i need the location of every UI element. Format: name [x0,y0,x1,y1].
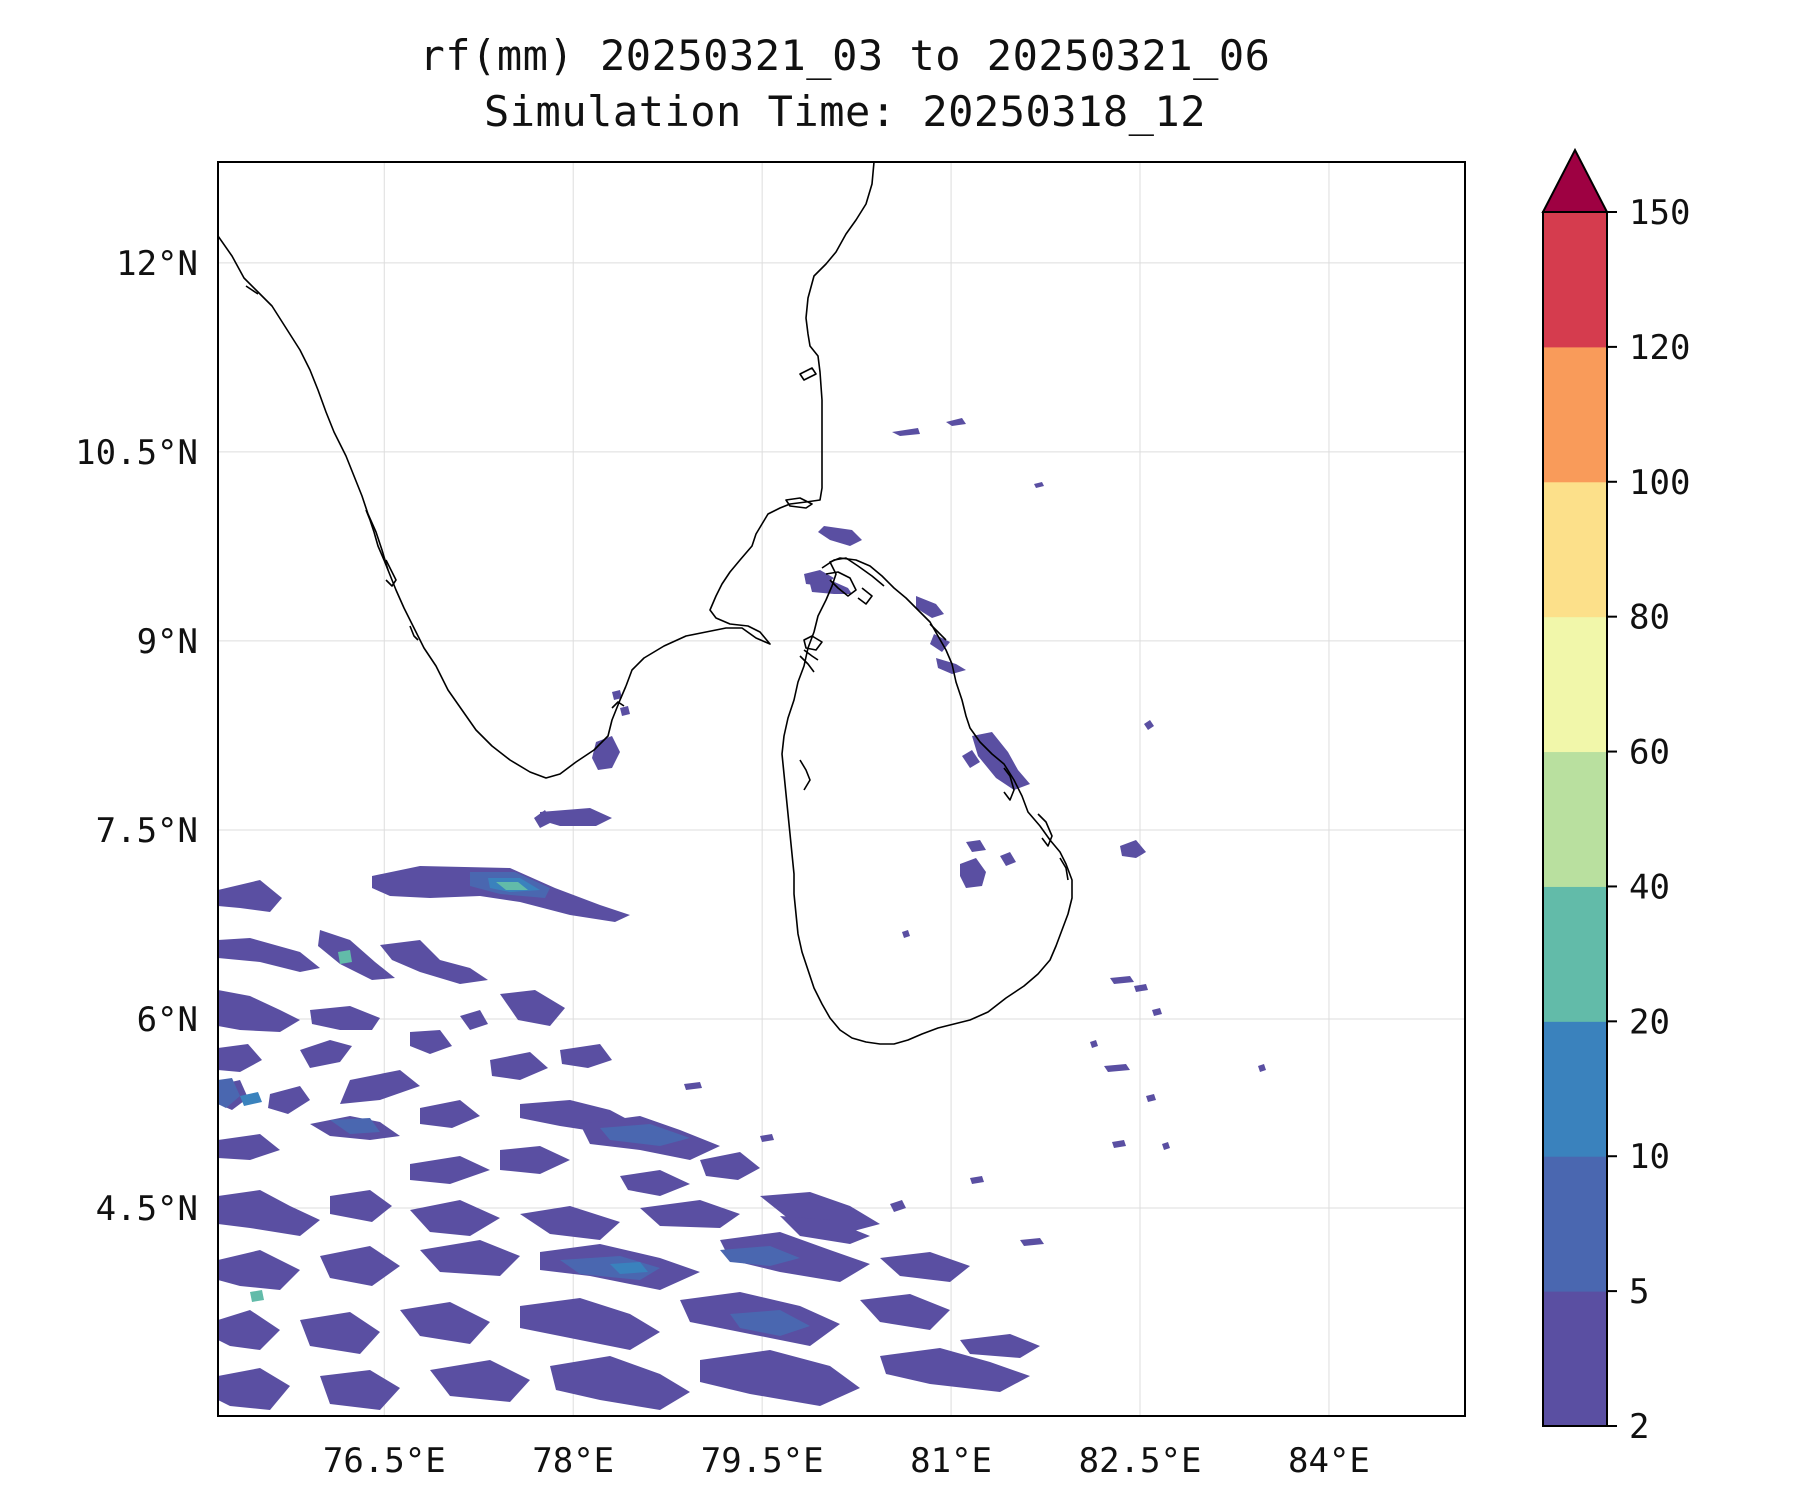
sri-lanka-coast [781,557,1073,1045]
lat-tick-label: 10.5°N [75,433,198,473]
lat-tick-label: 9°N [137,622,198,662]
palk-strait-islands [611,367,817,709]
colorbar-segment [1543,1021,1607,1157]
lon-tick-label: 81°E [910,1441,992,1481]
lat-tick-label: 12°N [116,244,198,284]
lon-tick-label: 79.5°E [701,1441,824,1481]
rain-band-20-40 [250,882,528,1302]
colorbar-extend-arrow [1541,147,1609,213]
sri-lanka-east-lagoons [1003,767,1069,881]
colorbar-segment [1543,212,1607,348]
lon-tick-label: 78°E [532,1441,614,1481]
gridlines [218,162,1465,1416]
colorbar-tick-label: 10 [1629,1137,1670,1177]
india-east-coast [625,162,875,687]
colorbar-segment [1543,751,1607,887]
colorbar-segment [1543,616,1607,753]
map-subtitle: Simulation Time: 20250318_12 [483,87,1206,136]
colorbar-tick-label: 40 [1629,867,1670,907]
colorbar-segment [1543,346,1607,483]
colorbar-tick-label: 100 [1629,463,1690,503]
colorbar-tick-label: 20 [1629,1002,1670,1042]
colorbar-tick-label: 80 [1629,598,1670,638]
lon-tick-label: 76.5°E [323,1441,446,1481]
lat-tick-label: 6°N [137,1000,198,1040]
jaffna-peninsula [799,557,947,791]
lat-tick-label: 4.5°N [96,1189,198,1229]
colorbar-segment [1543,886,1607,1022]
colorbar-segment [1543,1291,1607,1427]
map-panel [217,161,1466,1417]
colorbar-tick-label: 5 [1629,1272,1649,1312]
colorbar-frame [1542,211,1608,1427]
lon-tick-label: 82.5°E [1079,1441,1202,1481]
coastline [218,162,1073,1045]
colorbar: 2 5 10 20 40 60 80 100 120 150 [1541,147,1690,1447]
colorbar-tick-label: 150 [1629,193,1690,233]
map-title: rf(mm) 20250321_03 to 20250321_06 [419,31,1271,80]
colorbar-segment [1543,481,1607,618]
colorbar-segment [1543,1156,1607,1292]
rain-band-2-5 [218,808,1040,1410]
mannar-island [803,635,823,651]
lat-tick-label: 7.5°N [96,811,198,851]
colorbar-tick-label: 120 [1629,328,1690,368]
india-backwater-marks [245,285,419,641]
lon-tick-label: 84°E [1288,1441,1370,1481]
colorbar-tick-label: 2 [1629,1407,1649,1447]
colorbar-tick-label: 60 [1629,733,1670,773]
chart-title-block: rf(mm) 20250321_03 to 20250321_06 Simula… [0,28,1690,140]
longitude-tick-labels: 76.5°E 78°E 79.5°E 81°E 82.5°E 84°E [323,1441,1370,1481]
map-frame [217,161,1466,1417]
latitude-tick-labels: 12°N 10.5°N 9°N 7.5°N 6°N 4.5°N [75,244,198,1229]
india-west-coast [218,235,627,779]
